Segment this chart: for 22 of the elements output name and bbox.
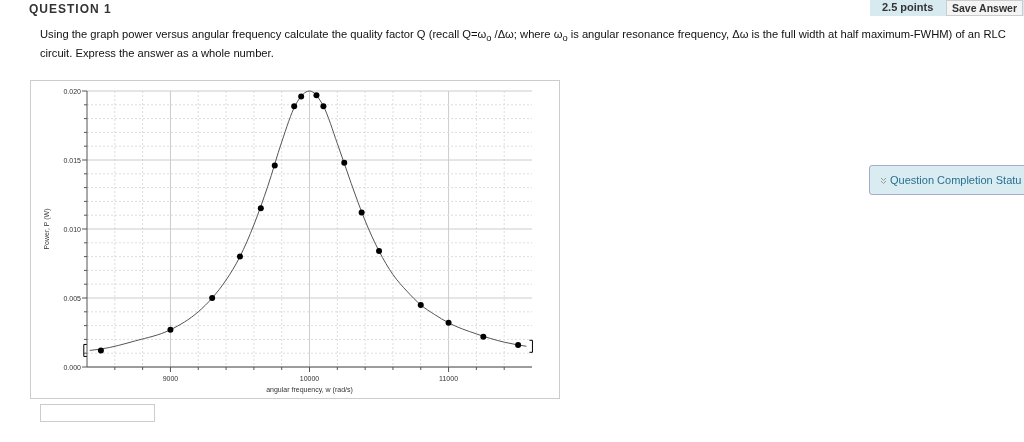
point bbox=[341, 159, 348, 166]
point bbox=[257, 205, 264, 212]
point bbox=[271, 162, 278, 169]
point bbox=[236, 253, 243, 260]
point bbox=[376, 248, 383, 255]
point bbox=[97, 347, 104, 354]
text: 2.5 points bbox=[882, 1, 934, 13]
point bbox=[167, 326, 174, 333]
point bbox=[291, 103, 298, 110]
point bbox=[515, 341, 522, 348]
point bbox=[417, 301, 424, 308]
point bbox=[313, 92, 320, 99]
chart-title: Using the graph power versus angular frequency calculate the quality factor Q (recall Q=ω$_{o}$ /Δω; where ω$_{o}$ is angular resonance frequency, Δω is the full width at half maximum-FWHM) of an RLC circuit. Express the answer as a whole number. bbox=[40, 28, 1006, 60]
point bbox=[445, 319, 452, 326]
point bbox=[298, 93, 305, 100]
text: QUESTION 1 bbox=[29, 2, 112, 16]
text: Save Answer bbox=[946, 0, 1023, 16]
point bbox=[358, 209, 365, 216]
point bbox=[320, 103, 327, 110]
point bbox=[209, 295, 216, 301]
point bbox=[480, 333, 487, 340]
text: Question Completion Statu bbox=[869, 165, 1024, 195]
